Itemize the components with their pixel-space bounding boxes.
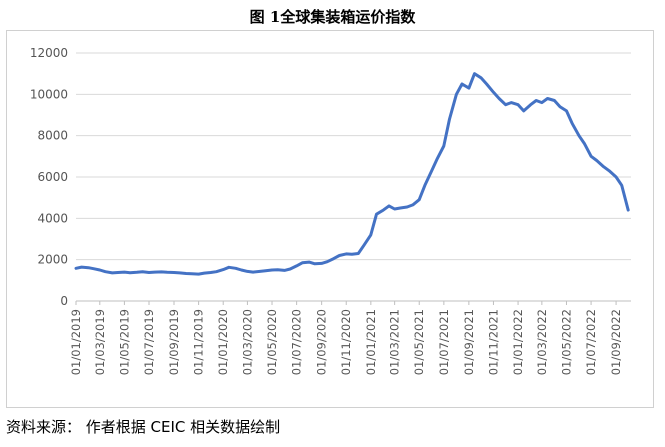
x-tick-label: 01/05/2021: [412, 309, 426, 375]
x-axis: 01/01/2019 01/03/2019 01/05/2019 01/07/2019…: [69, 301, 623, 375]
x-tick-label: 01/03/2019: [93, 309, 107, 375]
x-tick-label: 01/01/2021: [364, 309, 378, 375]
x-tick-label: 01/07/2019: [142, 309, 156, 375]
x-tick-label: 01/05/2019: [117, 309, 131, 375]
y-tick-label: 2000: [37, 253, 68, 267]
x-tick-label: 01/07/2022: [584, 309, 598, 375]
x-tick-label: 01/11/2021: [486, 309, 500, 375]
y-tick-label: 12000: [30, 46, 68, 60]
chart-frame: 0 2000 4000 6000 8000 10000 12000 01/01/2019 01…: [6, 30, 654, 408]
y-tick-label: 0: [60, 294, 68, 308]
x-tick-label: 01/09/2019: [167, 309, 181, 375]
series-line-index: [74, 72, 630, 276]
grid-lines: [76, 52, 631, 302]
x-tick-label: 01/01/2020: [216, 309, 230, 375]
y-tick-label: 8000: [37, 129, 68, 143]
y-tick-label: 6000: [37, 170, 68, 184]
x-tick-label: 01/01/2022: [511, 309, 525, 375]
x-tick-label: 01/09/2021: [462, 309, 476, 375]
figure-title: 图 1全球集装箱运价指数: [249, 8, 416, 26]
y-tick-label: 10000: [30, 87, 68, 101]
x-tick-label: 01/01/2019: [69, 309, 83, 375]
x-tick-label: 01/03/2022: [535, 309, 549, 375]
x-tick-label: 01/11/2020: [339, 309, 353, 375]
series-layer: [74, 72, 630, 276]
x-tick-label: 01/03/2021: [388, 309, 402, 375]
x-tick-label: 01/07/2020: [290, 309, 304, 375]
source-note: 资料来源： 作者根据 CEIC 相关数据绘制: [6, 418, 281, 436]
x-tick-label: 01/11/2019: [192, 309, 206, 375]
y-axis: 0 2000 4000 6000 8000 10000 12000: [30, 46, 68, 308]
x-tick-label: 01/07/2021: [437, 309, 451, 375]
x-tick-label: 01/05/2022: [559, 309, 573, 375]
x-tick-label: 01/09/2020: [315, 309, 329, 375]
x-tick-label: 01/09/2022: [609, 309, 623, 375]
y-tick-label: 4000: [37, 211, 68, 225]
x-tick-label: 01/03/2020: [240, 309, 254, 375]
x-tick-label: 01/05/2020: [265, 309, 279, 375]
